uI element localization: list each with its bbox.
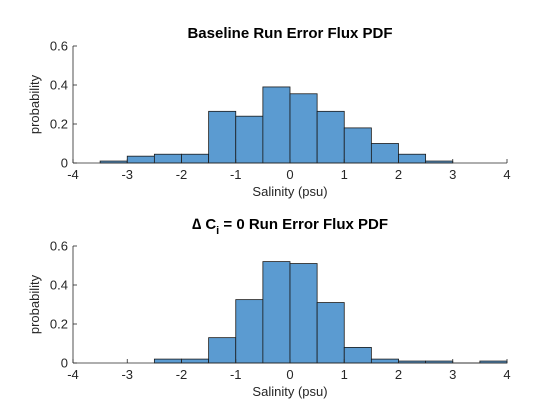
- y-tick-label: 0.4: [50, 278, 68, 293]
- y-tick-label: 0.4: [50, 78, 68, 93]
- chart-delta-ci: -4 -3 -2 -1 0 1 2 3 4 0 0.2 0.4 0.6 Salinity (psu) pro…: [27, 216, 511, 399]
- y-tick-label: 0.6: [50, 239, 68, 254]
- x-tick-label: 0: [286, 167, 293, 182]
- x-tick-label: -1: [230, 167, 242, 182]
- x-tick-label: 2: [395, 167, 402, 182]
- y-axis-label: probability: [27, 274, 42, 334]
- x-tick-label: -4: [67, 167, 79, 182]
- y-tick-label: 0.6: [50, 39, 68, 54]
- histogram-bar: [399, 154, 426, 163]
- x-tick-label: 3: [449, 367, 456, 382]
- histogram-bar: [209, 338, 236, 363]
- x-tick-label: -3: [121, 167, 133, 182]
- histogram-bar: [290, 264, 317, 363]
- histogram-bar: [127, 156, 154, 163]
- histogram-bar: [209, 111, 236, 163]
- histogram-bar: [236, 300, 263, 363]
- x-tick-label: 4: [503, 367, 510, 382]
- x-tick-label: 1: [341, 367, 348, 382]
- histogram-bar: [371, 359, 398, 363]
- histogram-bar: [263, 87, 290, 163]
- x-tick-label: -2: [176, 167, 188, 182]
- y-tick-label: 0.2: [50, 317, 68, 332]
- histogram-bar: [182, 359, 209, 363]
- chart-baseline: -4 -3 -2 -1 0 1 2 3 4 0 0.2 0.4 0.6 Salinity (psu) pro…: [27, 25, 511, 199]
- histogram-bar: [290, 94, 317, 163]
- histogram-bar: [317, 111, 344, 163]
- histogram-bar: [317, 303, 344, 363]
- x-tick-label: -1: [230, 367, 242, 382]
- x-tick-label: 4: [503, 167, 510, 182]
- x-tick-label: -2: [176, 367, 188, 382]
- x-axis-label: Salinity (psu): [252, 384, 327, 399]
- histogram-bar: [263, 262, 290, 363]
- histogram-bar: [344, 347, 371, 363]
- histogram-bar: [344, 128, 371, 163]
- histogram-bar: [236, 116, 263, 163]
- x-tick-label: -3: [121, 367, 133, 382]
- histogram-bar: [154, 154, 181, 163]
- histogram-bar: [154, 359, 181, 363]
- x-tick-label: 1: [341, 167, 348, 182]
- y-tick-label: 0: [61, 356, 68, 371]
- x-tick-label: 3: [449, 167, 456, 182]
- x-axis-label: Salinity (psu): [252, 184, 327, 199]
- y-axis-label: probability: [27, 74, 42, 134]
- chart-title: ∆ Ci = 0 Run Error Flux PDF: [192, 216, 388, 237]
- y-tick-label: 0.2: [50, 117, 68, 132]
- x-tick-label: -4: [67, 367, 79, 382]
- y-tick-label: 0: [61, 156, 68, 171]
- x-tick-label: 0: [286, 367, 293, 382]
- histogram-bar: [182, 154, 209, 163]
- histogram-bar: [371, 144, 398, 164]
- chart-title: Baseline Run Error Flux PDF: [187, 25, 392, 42]
- x-tick-label: 2: [395, 367, 402, 382]
